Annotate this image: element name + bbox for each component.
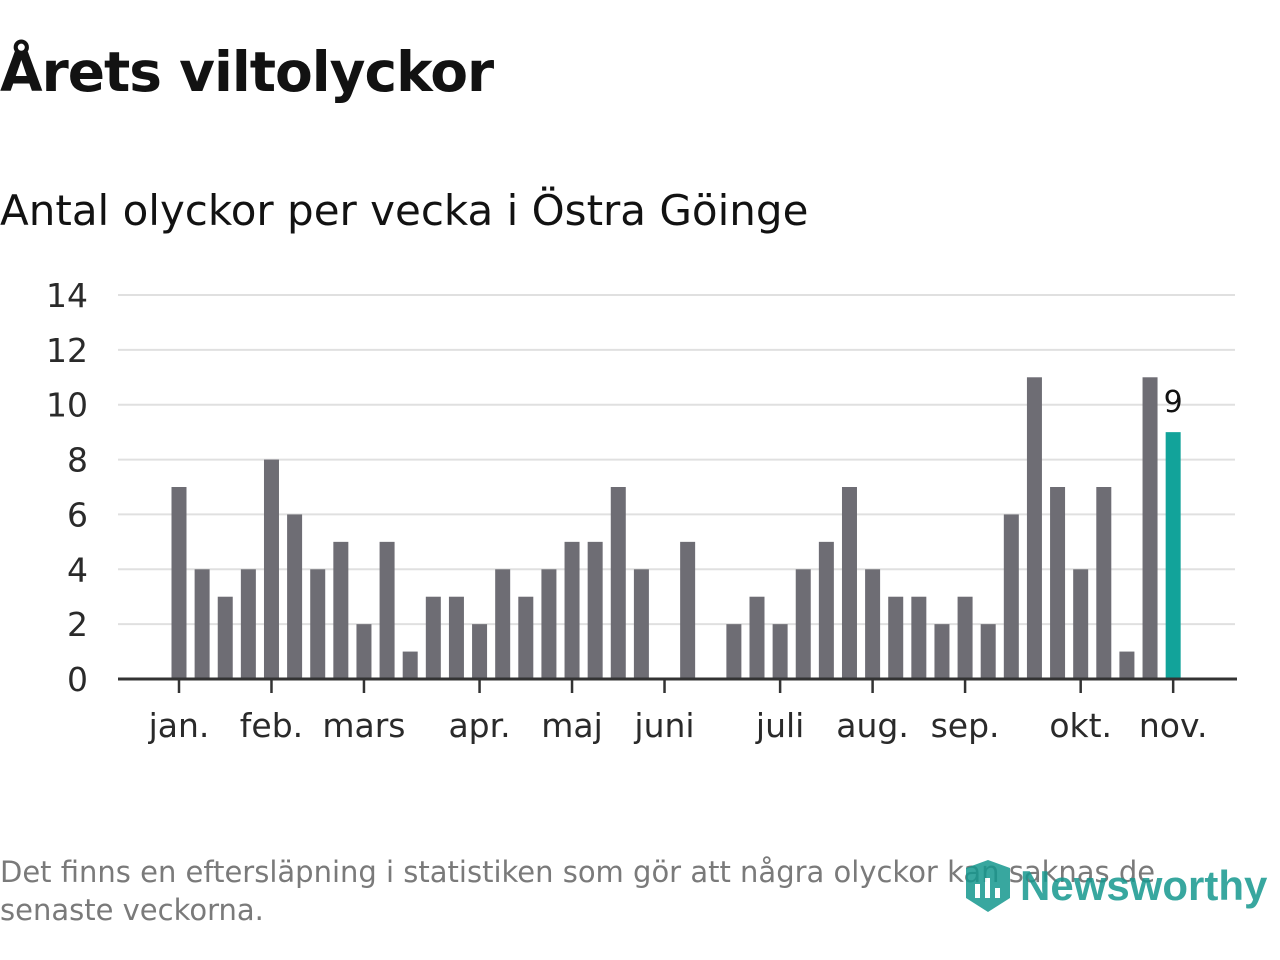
- bar: [495, 569, 511, 679]
- y-tick-label: 2: [67, 605, 88, 644]
- x-tick-label: mars: [322, 706, 405, 745]
- y-tick-label: 4: [67, 550, 88, 589]
- y-tick-label: 0: [67, 660, 88, 699]
- x-tick-label: aug.: [836, 706, 909, 745]
- bar: [564, 541, 580, 679]
- bar: [980, 624, 996, 679]
- bar: [1142, 377, 1158, 679]
- bar: [888, 596, 904, 679]
- bar: [310, 569, 326, 679]
- bar: [379, 541, 395, 679]
- x-tick-label: nov.: [1139, 706, 1208, 745]
- bar: [865, 569, 881, 679]
- bar: [425, 596, 441, 679]
- bar: [240, 569, 256, 679]
- y-tick-label: 6: [67, 495, 88, 534]
- newsworthy-logo-icon: [966, 860, 1010, 912]
- x-tick-label: jan.: [148, 706, 210, 745]
- bar: [726, 624, 742, 679]
- x-tick-label: juli: [755, 706, 804, 745]
- bar: [1119, 651, 1135, 679]
- y-tick-label: 8: [67, 441, 88, 480]
- bar: [356, 624, 372, 679]
- bar: [402, 651, 418, 679]
- bar: [911, 596, 927, 679]
- bar: [633, 569, 649, 679]
- x-tick-label: apr.: [448, 706, 510, 745]
- bar: [448, 596, 464, 679]
- bar-chart: 0 2 4 6 8 10 12 14 9 jan. feb. mars apr. maj juni juli a…: [46, 276, 1237, 745]
- bar: [472, 624, 488, 679]
- bar: [680, 541, 696, 679]
- bar: [610, 487, 626, 679]
- x-tick-label: juni: [633, 706, 694, 745]
- bar: [1050, 487, 1066, 679]
- bar: [541, 569, 557, 679]
- bar: [518, 596, 534, 679]
- bar: [772, 624, 788, 679]
- bar: [1073, 569, 1089, 679]
- y-tick-label: 10: [46, 386, 88, 425]
- bar: [263, 459, 279, 679]
- x-tick-label: sep.: [931, 706, 1000, 745]
- bar: [1003, 514, 1019, 679]
- x-tick-label: feb.: [240, 706, 303, 745]
- bar: [333, 541, 349, 679]
- newsworthy-brand: Newsworthy: [962, 858, 1267, 914]
- bar: [957, 596, 973, 679]
- brand-name: Newsworthy: [1020, 862, 1268, 909]
- bar-highlight: [1165, 432, 1181, 679]
- footnote: Det finns en eftersläpning i statistiken…: [0, 855, 1156, 927]
- x-tick-label: maj: [541, 706, 603, 745]
- bar: [795, 569, 811, 679]
- bar: [934, 624, 950, 679]
- bar: [818, 541, 834, 679]
- bar: [1026, 377, 1042, 679]
- bar: [194, 569, 210, 679]
- bar: [171, 487, 187, 679]
- bar: [841, 487, 857, 679]
- x-tick-label: okt.: [1049, 706, 1112, 745]
- chart-subtitle: Antal olyckor per vecka i Östra Göinge: [0, 186, 809, 235]
- bar: [217, 596, 233, 679]
- bar: [1096, 487, 1112, 679]
- bar: [287, 514, 303, 679]
- bar: [749, 596, 765, 679]
- bar: [587, 541, 603, 679]
- y-tick-label: 12: [46, 331, 88, 370]
- chart-title: Årets viltolyckor: [0, 40, 494, 104]
- data-label: 9: [1164, 385, 1183, 420]
- y-tick-label: 14: [46, 276, 88, 315]
